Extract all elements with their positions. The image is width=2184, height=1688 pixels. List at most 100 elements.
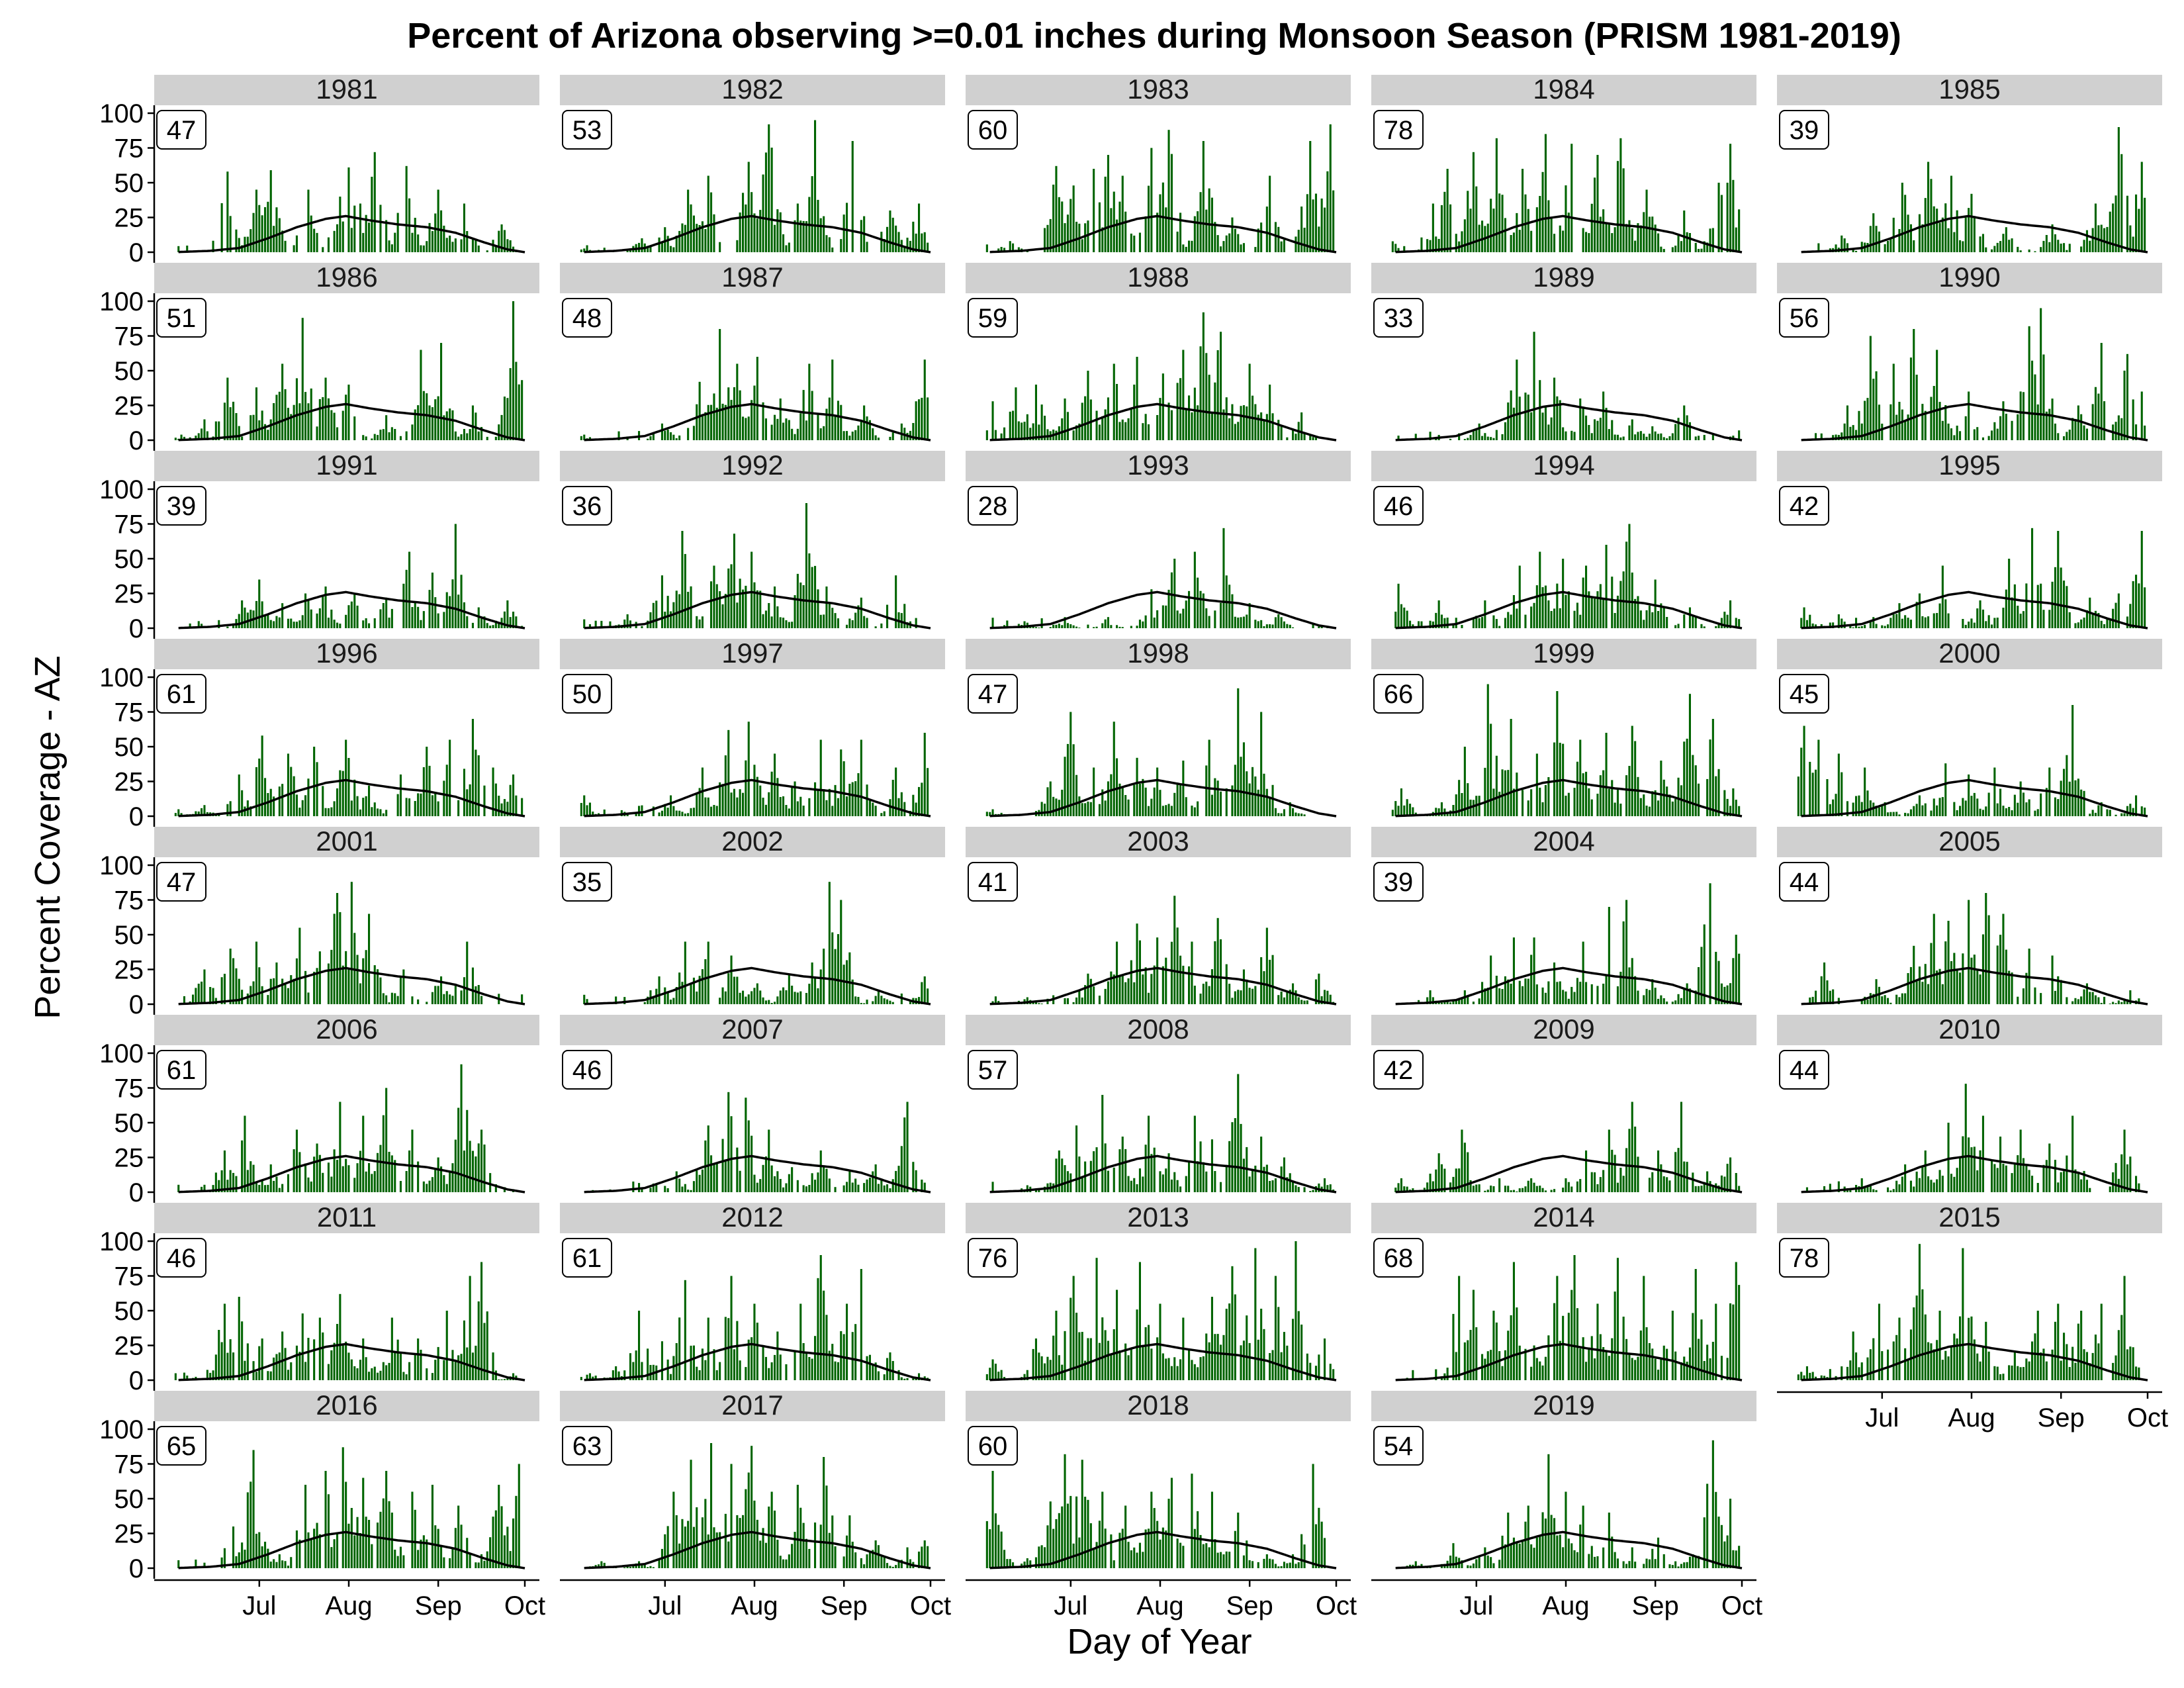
bar [2017, 1155, 2019, 1192]
bar [1964, 624, 1967, 628]
count-badge-label: 36 [572, 492, 602, 521]
bar [460, 1064, 463, 1192]
bar [889, 211, 891, 252]
bar [2080, 789, 2083, 816]
bar [1959, 972, 1962, 1004]
bar [791, 1544, 794, 1568]
bar [454, 431, 457, 440]
count-badge-label: 60 [978, 1432, 1008, 1461]
bar [1283, 1157, 1285, 1192]
bar [1138, 1542, 1141, 1568]
panel-strip [154, 827, 539, 857]
bar [1573, 610, 1576, 628]
bar [1101, 1317, 1104, 1380]
bar [1683, 1356, 1686, 1380]
bar [1324, 1538, 1326, 1568]
bar [1087, 220, 1089, 252]
bar [915, 618, 917, 628]
bar [255, 600, 257, 628]
bar [2057, 433, 2060, 440]
bar [371, 1368, 373, 1380]
bar [353, 779, 356, 816]
bar [1915, 602, 1918, 628]
bar [1197, 801, 1199, 816]
bar [1220, 1344, 1222, 1380]
bar [1052, 624, 1055, 628]
bar [2120, 813, 2123, 816]
bar [1622, 1561, 1625, 1568]
count-badge [156, 862, 206, 902]
count-badge [968, 674, 1018, 714]
bar [1518, 1188, 1521, 1192]
bar [241, 245, 244, 252]
bar [475, 749, 477, 816]
bar [759, 785, 762, 816]
bar [1254, 404, 1257, 440]
bar [1220, 939, 1222, 1004]
bar [1412, 1370, 1414, 1380]
bar [396, 1556, 399, 1568]
bar [1188, 395, 1191, 440]
bar [692, 1181, 695, 1192]
bar [1015, 387, 1017, 440]
bar [2011, 1173, 2013, 1192]
bar [1026, 1185, 1028, 1192]
bar [345, 614, 347, 628]
bar [831, 247, 834, 252]
bar [906, 1547, 909, 1568]
panel-year-label: 1982 [721, 73, 783, 105]
bar [261, 1179, 263, 1192]
bar [1815, 769, 1817, 816]
bar [1403, 1186, 1406, 1192]
bar [1237, 990, 1240, 1004]
bar [1930, 179, 1933, 252]
bar [745, 1098, 747, 1192]
bar [727, 387, 730, 440]
bar [347, 605, 350, 628]
bar [1614, 1291, 1616, 1380]
bar [269, 170, 272, 252]
bar [1964, 416, 1967, 440]
bar [1182, 350, 1185, 440]
bar [1976, 798, 1979, 816]
bar [1191, 1474, 1193, 1568]
bar [762, 798, 764, 816]
bar [1565, 185, 1567, 252]
bar [1222, 241, 1225, 252]
bar [382, 993, 385, 1004]
bar [1539, 1186, 1541, 1192]
bar [1869, 1349, 1872, 1380]
bar [235, 229, 238, 252]
bar [1449, 204, 1452, 252]
bar [753, 988, 756, 1004]
bar [1981, 1115, 1984, 1192]
bar [2117, 1000, 2120, 1004]
bar [1081, 1460, 1083, 1568]
bar [1078, 1332, 1081, 1380]
bar [1197, 211, 1199, 252]
bar [350, 1359, 353, 1380]
bar [1924, 1314, 1927, 1380]
bar [872, 1171, 874, 1192]
bar [2008, 1365, 2011, 1380]
bar [1329, 994, 1332, 1004]
bar [226, 377, 229, 440]
bar [710, 1443, 713, 1568]
count-badge [156, 110, 206, 150]
bar [1124, 422, 1127, 440]
x-tick-label: Jul [1459, 1591, 1493, 1620]
bar [2060, 567, 2062, 628]
bar [1260, 412, 1263, 440]
count-badge [968, 862, 1018, 902]
bar [405, 165, 408, 252]
bar [1458, 1276, 1461, 1380]
bar [1720, 1524, 1723, 1568]
bar [1397, 1183, 1400, 1192]
panel-strip [1777, 451, 2162, 481]
bar [1490, 1557, 1492, 1568]
bar [1144, 967, 1147, 1004]
bar [1006, 620, 1009, 628]
bar [1944, 1350, 1947, 1380]
bar [1121, 175, 1124, 252]
panel-strip [1777, 827, 2162, 857]
